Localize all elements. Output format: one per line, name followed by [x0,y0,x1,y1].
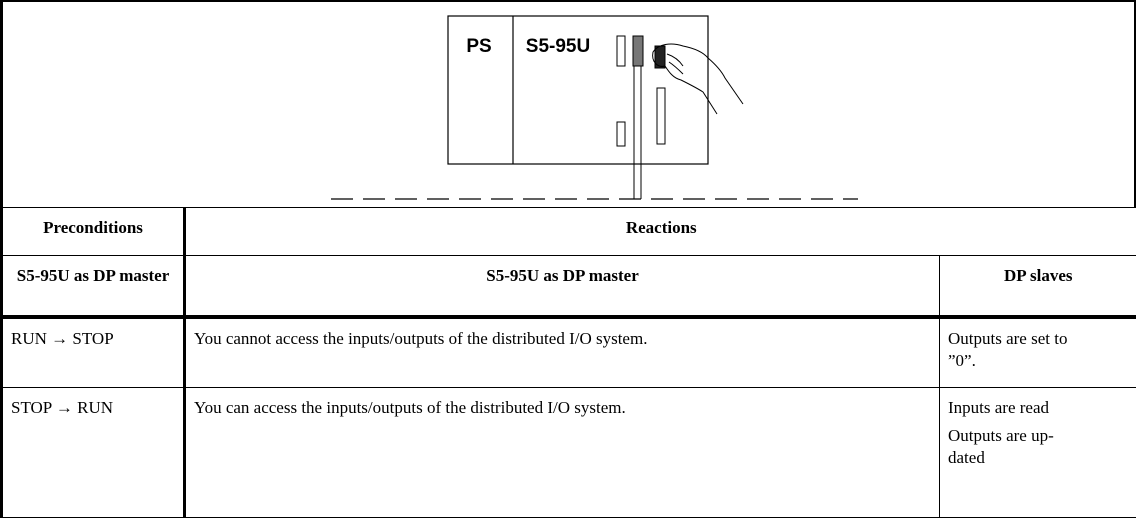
subheader-cell: DP slaves [940,256,1136,317]
cpu-label: S5-95U [526,36,590,57]
cell: Outputs are set to ”0”. [940,317,1136,388]
plc-diagram: PS S5-95U [3,2,1134,208]
cell-text: Outputs are set to ”0”. [948,328,1098,372]
ps-label: PS [466,36,491,57]
cell-text: Inputs are read [948,397,1098,419]
cell-text: Outputs are up-dated [948,425,1078,469]
diagram: PS S5-95U [0,0,1136,208]
table: Preconditions Reactions S5-95U as DP mas… [0,207,1136,518]
subheader-cell: S5-95U as DP master [185,256,940,317]
subheader-cell: S5-95U as DP master [2,256,185,317]
slot [633,36,643,66]
cell: RUN → STOP [2,317,185,388]
cell: You can access the inputs/outputs of the… [185,387,940,517]
cell: STOP → RUN [2,387,185,517]
header-cell: Reactions [185,208,1136,256]
header-cell: Preconditions [2,208,185,256]
cell: Inputs are read Outputs are up-dated [940,387,1136,517]
cell: You cannot access the inputs/outputs of … [185,317,940,388]
